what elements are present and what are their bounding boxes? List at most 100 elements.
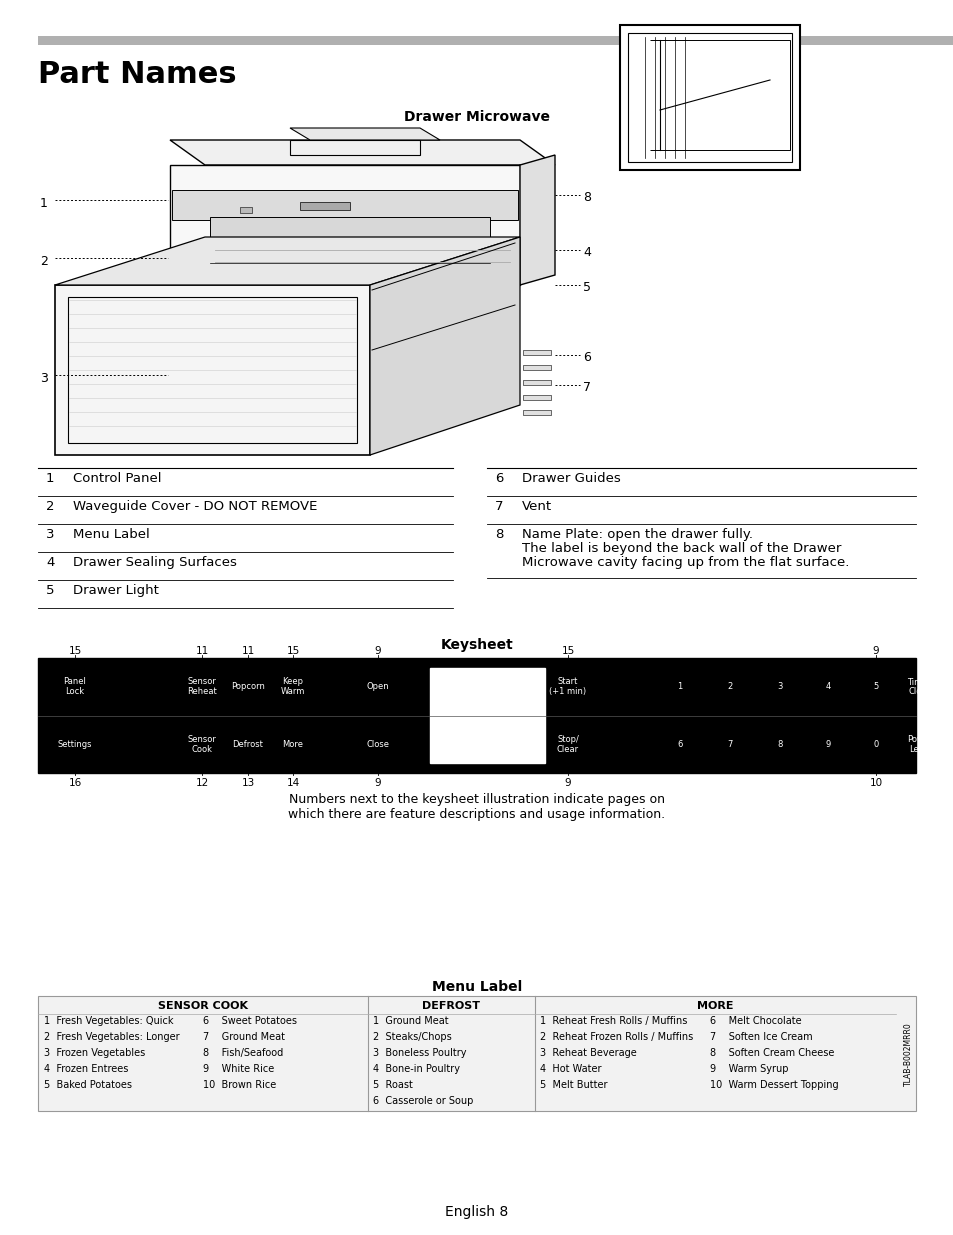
Text: 4  Frozen Entrees: 4 Frozen Entrees [44, 1065, 129, 1074]
Text: 8: 8 [495, 529, 503, 541]
Text: 7: 7 [495, 500, 503, 513]
Text: 5  Roast: 5 Roast [373, 1079, 413, 1091]
Bar [619, 25, 800, 170]
Text: Settings: Settings [58, 740, 92, 748]
Text: 10  Warm Dessert Topping: 10 Warm Dessert Topping [709, 1079, 838, 1091]
Text: Defrost: Defrost [233, 740, 263, 748]
Bar [522, 366, 551, 370]
Bar [38, 36, 953, 44]
Text: 9: 9 [375, 646, 381, 656]
Text: 8    Soften Cream Cheese: 8 Soften Cream Cheese [709, 1049, 834, 1058]
Text: 4  Hot Water: 4 Hot Water [539, 1065, 601, 1074]
Text: 1: 1 [40, 198, 48, 210]
Polygon shape [290, 128, 439, 140]
Text: Control Panel: Control Panel [73, 472, 161, 485]
Text: Keep
Warm: Keep Warm [280, 677, 305, 697]
Text: Name Plate: open the drawer fully.: Name Plate: open the drawer fully. [521, 529, 752, 541]
Text: TLAB-B002MRR0: TLAB-B002MRR0 [902, 1023, 911, 1086]
Text: 9: 9 [872, 646, 879, 656]
Text: 3  Frozen Vegetables: 3 Frozen Vegetables [44, 1049, 145, 1058]
Text: 1: 1 [46, 472, 54, 485]
Bar [172, 190, 517, 220]
Text: 1  Ground Meat: 1 Ground Meat [373, 1016, 448, 1026]
Text: 2  Steaks/Chops: 2 Steaks/Chops [373, 1032, 452, 1042]
Text: 5  Melt Butter: 5 Melt Butter [539, 1079, 607, 1091]
Text: Keysheet: Keysheet [440, 638, 513, 652]
Text: 2  Fresh Vegetables: Longer: 2 Fresh Vegetables: Longer [44, 1032, 179, 1042]
Text: Timer/
Clock: Timer/ Clock [905, 677, 932, 697]
Text: 9    White Rice: 9 White Rice [203, 1065, 274, 1074]
Text: 9: 9 [824, 740, 830, 748]
Text: DEFROST: DEFROST [421, 1002, 479, 1011]
Bar [210, 217, 490, 282]
Text: 7    Ground Meat: 7 Ground Meat [203, 1032, 285, 1042]
Bar [627, 33, 791, 162]
Polygon shape [55, 237, 519, 285]
Polygon shape [170, 165, 519, 285]
Text: 5: 5 [46, 584, 54, 597]
Text: 10  Brown Rice: 10 Brown Rice [203, 1079, 276, 1091]
Text: 15: 15 [69, 646, 82, 656]
Text: Menu Label: Menu Label [73, 529, 150, 541]
Text: 3: 3 [777, 682, 781, 692]
Text: 2: 2 [46, 500, 54, 513]
Text: 7: 7 [726, 740, 732, 748]
Text: Stop/
Clear: Stop/ Clear [557, 735, 578, 753]
Text: 15: 15 [286, 646, 299, 656]
Text: 11: 11 [195, 646, 209, 656]
Text: 2: 2 [40, 254, 48, 268]
Text: Start
(+1 min): Start (+1 min) [549, 677, 586, 697]
Text: Drawer Microwave: Drawer Microwave [403, 110, 550, 124]
Text: English 8: English 8 [445, 1205, 508, 1219]
Bar [522, 410, 551, 415]
Text: 13: 13 [241, 778, 254, 788]
Text: Close: Close [366, 740, 389, 748]
Text: Drawer Light: Drawer Light [73, 584, 159, 597]
Bar [522, 395, 551, 400]
Text: Open: Open [366, 682, 389, 692]
Text: 11: 11 [241, 646, 254, 656]
Bar [430, 668, 544, 763]
Text: 10: 10 [868, 778, 882, 788]
Text: 8: 8 [777, 740, 781, 748]
Text: 5: 5 [872, 682, 878, 692]
Text: MORE: MORE [696, 1002, 733, 1011]
Text: 3  Boneless Poultry: 3 Boneless Poultry [373, 1049, 466, 1058]
Text: 3: 3 [46, 529, 54, 541]
Text: Popcorn: Popcorn [231, 682, 265, 692]
Text: 2  Reheat Frozen Rolls / Muffins: 2 Reheat Frozen Rolls / Muffins [539, 1032, 693, 1042]
Polygon shape [370, 237, 519, 454]
Text: 7: 7 [582, 382, 590, 394]
Text: 5  Baked Potatoes: 5 Baked Potatoes [44, 1079, 132, 1091]
Text: 15: 15 [560, 646, 574, 656]
Text: Numbers next to the keysheet illustration indicate pages on
which there are feat: Numbers next to the keysheet illustratio… [288, 793, 665, 821]
Text: 6  Casserole or Soup: 6 Casserole or Soup [373, 1095, 473, 1107]
Text: Drawer Sealing Surfaces: Drawer Sealing Surfaces [73, 556, 236, 569]
Bar [299, 203, 350, 210]
Text: Sensor
Cook: Sensor Cook [188, 735, 216, 753]
Text: 7    Soften Ice Cream: 7 Soften Ice Cream [709, 1032, 812, 1042]
Text: Panel
Lock: Panel Lock [64, 677, 87, 697]
Text: 3  Reheat Beverage: 3 Reheat Beverage [539, 1049, 636, 1058]
Text: 9: 9 [564, 778, 571, 788]
Text: 6: 6 [582, 351, 590, 364]
Text: 6: 6 [495, 472, 503, 485]
Text: 1  Fresh Vegetables: Quick: 1 Fresh Vegetables: Quick [44, 1016, 173, 1026]
Text: Microwave cavity facing up from the flat surface.: Microwave cavity facing up from the flat… [521, 556, 848, 569]
Text: 9: 9 [375, 778, 381, 788]
Text: Waveguide Cover - DO NOT REMOVE: Waveguide Cover - DO NOT REMOVE [73, 500, 317, 513]
Text: The label is beyond the back wall of the Drawer: The label is beyond the back wall of the… [521, 542, 841, 555]
Polygon shape [170, 140, 555, 165]
Text: 8    Fish/Seafood: 8 Fish/Seafood [203, 1049, 283, 1058]
Bar [38, 995, 915, 1112]
Text: 6    Sweet Potatoes: 6 Sweet Potatoes [203, 1016, 296, 1026]
Polygon shape [55, 285, 370, 454]
Text: 6    Melt Chocolate: 6 Melt Chocolate [709, 1016, 801, 1026]
Text: 6: 6 [677, 740, 682, 748]
Bar [522, 380, 551, 385]
Text: SENSOR COOK: SENSOR COOK [158, 1002, 248, 1011]
Text: Part Names: Part Names [38, 61, 236, 89]
Text: 0: 0 [872, 740, 878, 748]
Text: 12: 12 [195, 778, 209, 788]
Bar [38, 658, 915, 773]
